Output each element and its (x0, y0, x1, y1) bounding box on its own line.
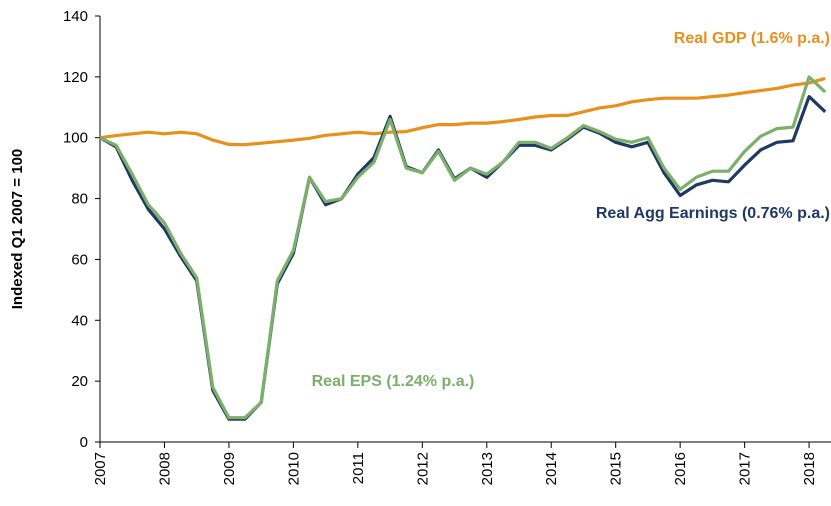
series-label: Real EPS (1.24% p.a.) (312, 373, 475, 390)
series-label: Real GDP (1.6% p.a.) (674, 30, 830, 47)
x-tick-label: 2015 (608, 452, 625, 485)
x-tick-label: 2017 (737, 452, 754, 485)
series-label: Real Agg Earnings (0.76% p.a.) (596, 205, 830, 222)
x-tick-label: 2007 (92, 452, 109, 485)
x-tick-label: 2011 (350, 452, 367, 484)
x-tick-label: 2012 (414, 452, 431, 485)
y-axis-label: Indexed Q1 2007 = 100 (9, 149, 26, 310)
x-tick-label: 2018 (801, 452, 818, 485)
x-tick-label: 2008 (156, 452, 173, 485)
y-tick-label: 40 (71, 312, 88, 329)
y-tick-label: 120 (63, 69, 88, 86)
y-tick-label: 60 (71, 251, 88, 268)
x-tick-label: 2014 (543, 452, 560, 485)
x-tick-label: 2016 (672, 452, 689, 485)
series-line (99, 76, 826, 147)
x-tick-label: 2009 (221, 452, 238, 485)
x-tick-label: 2013 (479, 452, 496, 485)
y-tick-label: 20 (71, 373, 88, 390)
series-line (99, 75, 827, 420)
x-tick-label: 2010 (285, 452, 302, 485)
y-tick-label: 80 (71, 191, 88, 208)
y-tick-label: 0 (80, 434, 88, 451)
y-tick-label: 100 (63, 130, 88, 147)
y-tick-label: 140 (63, 8, 88, 25)
